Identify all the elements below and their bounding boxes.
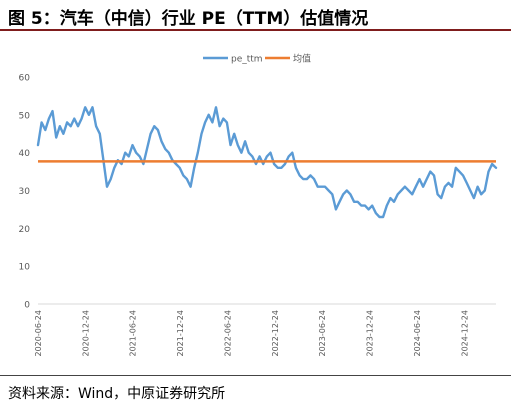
title-divider (0, 29, 511, 31)
y-tick-label: 60 (19, 74, 31, 84)
y-tick-label: 10 (19, 263, 31, 273)
y-tick-label: 50 (19, 111, 31, 121)
x-tick-label: 2023-06-24 (318, 310, 327, 357)
x-tick-label: 2022-06-24 (223, 310, 232, 357)
y-axis: 0 10 20 30 40 50 60 (19, 74, 31, 311)
y-tick-label: 20 (19, 225, 31, 235)
source-note: 资料来源：Wind，中原证券研究所 (8, 386, 226, 402)
x-axis: 2020-06-24 2020-12-24 2021-06-24 2021-12-24… (34, 303, 496, 357)
x-tick-label: 2023-12-24 (366, 310, 375, 357)
legend-label-pe-ttm: pe_ttm (231, 55, 263, 65)
y-tick-label: 40 (19, 149, 31, 159)
plot-area (36, 106, 498, 219)
x-tick-label: 2021-12-24 (176, 310, 185, 357)
x-tick-label: 2021-06-24 (129, 310, 138, 357)
y-tick-label: 30 (19, 187, 31, 197)
y-tick-label: 0 (24, 301, 30, 311)
legend-label-average: 均值 (293, 53, 311, 65)
x-tick-label: 2022-12-24 (271, 310, 280, 357)
pe-ttm-series-line (36, 106, 498, 219)
title-bar: 图 5：汽车（中信）行业 PE（TTM）估值情况 (0, 0, 511, 31)
pe-ttm-line-chart: 0 10 20 30 40 50 60 2020-06-24 2020-12-24 2021-0… (19, 53, 498, 357)
x-tick-label: 2020-12-24 (81, 310, 90, 357)
x-tick-label: 2024-06-24 (413, 310, 422, 357)
figure-title: 图 5：汽车（中信）行业 PE（TTM）估值情况 (8, 9, 369, 29)
x-tick-label: 2020-06-24 (34, 310, 43, 357)
chart-legend: pe_ttm 均值 (203, 53, 311, 65)
x-tick-label: 2024-12-24 (461, 310, 470, 357)
footer-divider (0, 375, 511, 376)
